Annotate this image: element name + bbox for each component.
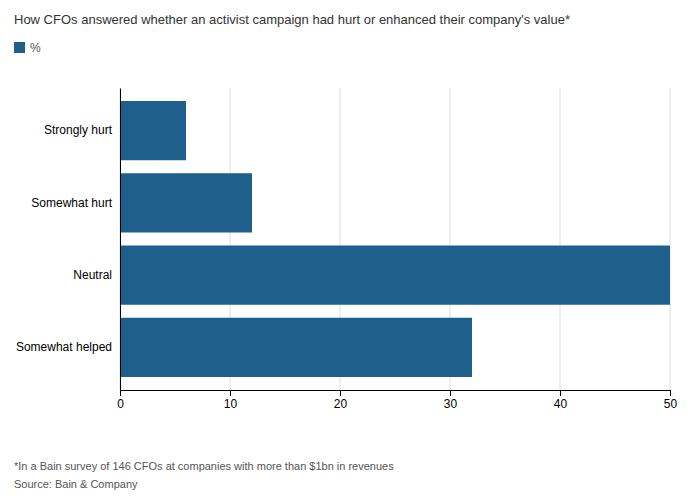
bar xyxy=(120,173,252,232)
title: How CFOs answered whether an activist ca… xyxy=(14,12,570,27)
x-tick-mark xyxy=(560,390,561,396)
bars xyxy=(120,101,670,377)
grid-line xyxy=(560,88,561,390)
x-tick-label: 20 xyxy=(334,397,348,411)
legend: % xyxy=(14,41,41,55)
y-tick: Somewhat hurt xyxy=(31,196,112,210)
bar xyxy=(120,318,472,377)
y-tick-label: Neutral xyxy=(73,268,112,282)
x-tick: 0 xyxy=(117,390,124,411)
footnote: Source: Bain & Company xyxy=(14,478,138,490)
grid-line xyxy=(670,88,671,390)
x-tick: 50 xyxy=(664,390,678,411)
y-tick-label: Strongly hurt xyxy=(44,123,113,137)
bar xyxy=(120,101,186,160)
x-tick-label: 0 xyxy=(117,397,124,411)
x-tick-label: 40 xyxy=(554,397,568,411)
x-axis-line xyxy=(121,391,671,397)
y-axis-line xyxy=(120,89,121,391)
grid xyxy=(120,88,670,390)
x-tick: 10 xyxy=(224,390,238,411)
footnote: *In a Bain survey of 146 CFOs at compani… xyxy=(14,460,394,472)
grid-line xyxy=(120,88,121,390)
y-tick: Strongly hurt xyxy=(44,123,113,137)
x-tick-label: 10 xyxy=(224,397,238,411)
x-tick-label: 30 xyxy=(444,397,458,411)
x-axis: 0 10 20 30 40 50 xyxy=(117,390,677,411)
bar xyxy=(120,246,670,305)
x-tick-label: 50 xyxy=(664,397,678,411)
x-tick: 40 xyxy=(554,390,568,411)
y-tick-label: Somewhat hurt xyxy=(31,196,112,210)
x-tick-mark xyxy=(340,390,341,396)
y-tick: Somewhat helped xyxy=(16,340,112,354)
chart: How CFOs answered whether an activist ca… xyxy=(0,0,700,500)
x-tick: 30 xyxy=(444,390,458,411)
x-tick-mark xyxy=(450,390,451,396)
legend-swatch xyxy=(14,42,25,53)
legend-label: % xyxy=(30,41,41,55)
y-tick: Neutral xyxy=(73,268,112,282)
y-axis: Somewhat helped Neutral Somewhat hurt Stron… xyxy=(16,89,121,391)
x-tick: 20 xyxy=(334,390,348,411)
x-tick-mark xyxy=(230,390,231,396)
x-tick-mark xyxy=(120,390,121,396)
y-tick-label: Somewhat helped xyxy=(16,340,112,354)
x-tick-mark xyxy=(670,390,671,396)
